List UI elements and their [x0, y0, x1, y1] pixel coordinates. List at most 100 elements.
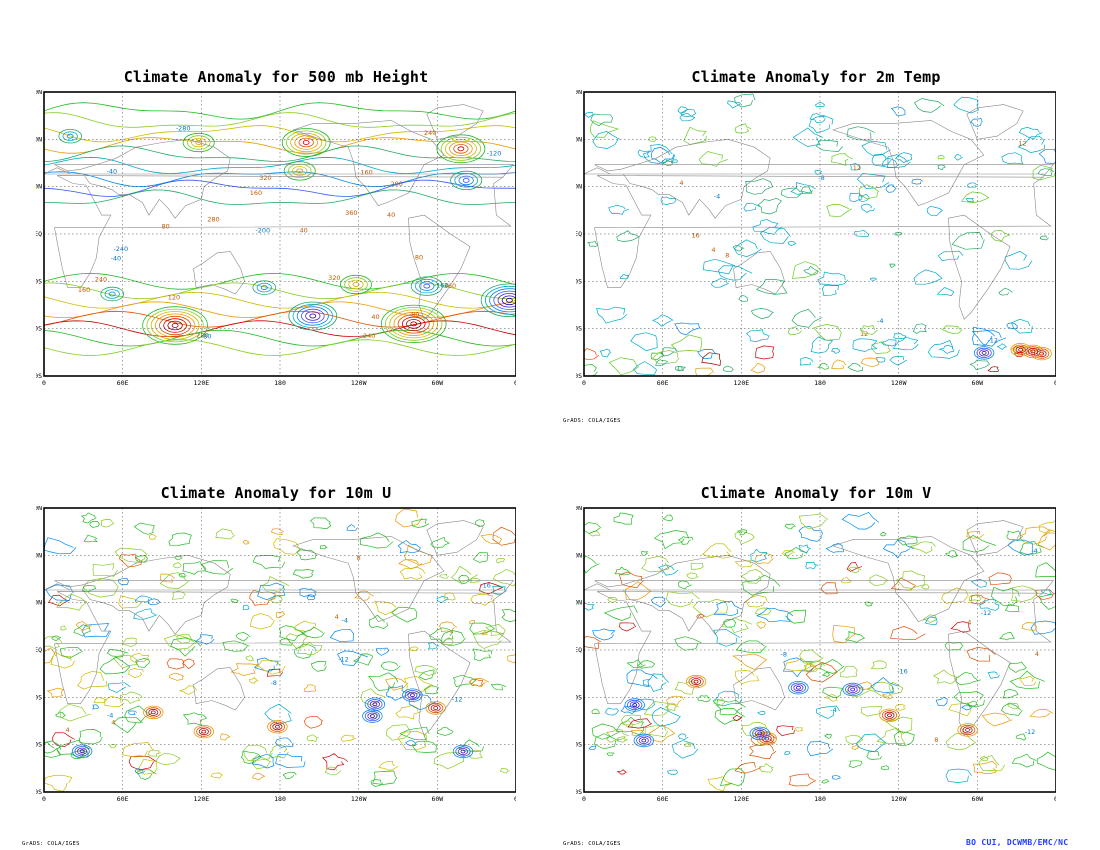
contour-line	[688, 676, 704, 687]
contour-line	[798, 513, 829, 530]
contour-line	[895, 704, 907, 711]
contour-line	[650, 596, 666, 608]
contour-line	[378, 760, 399, 771]
contour-line	[821, 779, 830, 784]
contour-value-label: -12	[981, 609, 992, 617]
contour-line	[584, 111, 595, 118]
contour-line	[860, 357, 880, 368]
contour-line	[734, 530, 755, 545]
contour-line	[439, 574, 449, 579]
contour-line	[1019, 526, 1051, 545]
contour-value-label: 8	[934, 736, 938, 744]
contour-line	[683, 742, 692, 747]
longitude-tick-label: 120W	[891, 379, 907, 387]
contour-line	[399, 566, 426, 580]
contour-line	[596, 306, 628, 324]
contour-line	[805, 561, 819, 570]
contour-line	[630, 332, 658, 352]
contour-map-500mb-height: 40 40 80 80 120 160 160 200 240 240 280 320 360 40 80 1…	[36, 90, 516, 387]
contour-value-label: -12	[987, 337, 998, 345]
contour-line	[45, 584, 74, 601]
contour-value-label: 240	[95, 276, 107, 284]
contour-line	[621, 719, 634, 728]
contour-line	[44, 636, 63, 649]
contour-line	[201, 560, 234, 575]
latitude-tick-label: 90S	[36, 788, 42, 796]
contour-line	[436, 726, 454, 736]
contour-line	[970, 118, 983, 127]
contour-line	[1006, 322, 1018, 330]
contour-line	[300, 308, 325, 324]
contour-line	[979, 598, 1000, 611]
contour-value-label: 4	[1035, 650, 1039, 658]
contour-line	[823, 733, 832, 739]
contour-line	[701, 543, 732, 559]
contour-line	[750, 362, 766, 374]
contour-line	[979, 349, 990, 357]
contour-line	[79, 729, 103, 745]
contour-line	[362, 709, 383, 723]
contour-line	[79, 749, 85, 754]
contour-line	[352, 653, 373, 666]
contour-value-label: 12	[1018, 139, 1026, 147]
contour-line	[44, 145, 516, 163]
contour-line	[882, 692, 893, 700]
contour-line	[148, 534, 157, 540]
latitude-tick-label: 60N	[36, 551, 42, 559]
contour-line	[148, 708, 159, 716]
contour-line	[112, 654, 138, 669]
contour-value-label: -4	[877, 317, 883, 325]
contour-line	[1006, 530, 1023, 542]
contour-value-label: -8	[818, 174, 824, 182]
contour-line	[406, 319, 422, 329]
contour-line	[641, 738, 647, 743]
contour-line	[44, 329, 516, 347]
contour-line	[926, 205, 943, 217]
contour-line	[169, 673, 185, 681]
contour-line	[454, 173, 479, 188]
contour-line	[220, 733, 231, 741]
contour-line	[841, 511, 880, 530]
contour-line	[662, 514, 673, 522]
contour-line	[170, 637, 202, 657]
contour-line	[640, 550, 649, 556]
contour-line	[613, 512, 634, 525]
contour-value-label: 8	[357, 554, 361, 562]
contour-value-label: 80	[411, 310, 419, 318]
contour-line	[961, 191, 990, 203]
contour-line	[788, 773, 817, 787]
contour-value-label: 160	[78, 286, 90, 294]
longitude-tick-label: 180	[814, 795, 826, 803]
contour-value-label: -16	[897, 667, 908, 675]
contour-line	[998, 287, 1013, 296]
longitude-tick-label: 0	[1054, 379, 1056, 387]
contour-line	[56, 593, 87, 611]
contour-line	[336, 650, 368, 666]
contour-line	[938, 344, 955, 354]
contour-line	[1038, 593, 1056, 610]
contour-line	[966, 647, 996, 662]
contour-line	[252, 280, 277, 295]
contour-line	[677, 366, 686, 372]
contour-line	[734, 670, 760, 685]
contour-line	[128, 755, 157, 771]
panel-10m-v: Climate Anomaly for 10m V 4 4 8 -4 -4 -8 -12 -1…	[576, 484, 1056, 824]
contour-line	[436, 595, 449, 604]
contour-line	[442, 637, 454, 645]
contour-line	[637, 149, 650, 158]
contour-line	[385, 685, 411, 701]
contour-line	[912, 323, 927, 334]
contour-line	[274, 724, 280, 729]
contour-value-label: 240	[424, 129, 436, 137]
contour-value-label: -200	[255, 226, 270, 234]
contour-line	[235, 632, 251, 642]
contour-line	[145, 707, 161, 718]
contour-line	[734, 93, 756, 108]
contour-line	[385, 307, 443, 341]
contour-line	[754, 607, 772, 616]
coastline	[292, 120, 445, 206]
contour-line	[976, 347, 992, 358]
contour-line	[849, 192, 863, 202]
contour-line	[269, 595, 283, 604]
contour-line	[364, 711, 380, 722]
